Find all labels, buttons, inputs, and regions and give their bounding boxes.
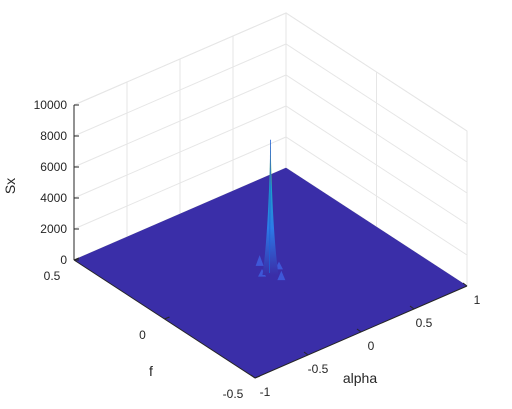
side-lobe bbox=[255, 255, 264, 266]
x-axis-label: alpha bbox=[343, 370, 377, 386]
z-gridline bbox=[73, 12, 468, 132]
alpha-tick-label: 0.5 bbox=[416, 316, 433, 330]
surface-layer bbox=[73, 139, 468, 379]
z-tick-label: 0 bbox=[60, 253, 67, 267]
alpha-tick bbox=[250, 374, 256, 379]
z-tick-label: 4000 bbox=[40, 191, 67, 205]
alpha-tick bbox=[303, 351, 309, 356]
y-axis-label: f bbox=[149, 363, 153, 379]
alpha-tick bbox=[356, 328, 362, 333]
peak-spike bbox=[262, 139, 279, 275]
f-tick-label: 0.5 bbox=[44, 269, 61, 283]
f-tick-label: 0 bbox=[139, 328, 146, 342]
z-tick-label: 10000 bbox=[34, 98, 68, 112]
f-tick bbox=[254, 375, 261, 379]
z-tick-label: 2000 bbox=[40, 222, 67, 236]
alpha-tick-label: 0 bbox=[368, 339, 375, 353]
z-tick-label: 8000 bbox=[40, 129, 67, 143]
tick-layer: 0 2000 4000 6000 8000 10000 -0.5 0 0.5 -1 -0.5 0 0.5… bbox=[34, 98, 481, 401]
f-tick bbox=[164, 316, 170, 320]
z-axis-label: Sx bbox=[2, 178, 18, 194]
alpha-tick-label: 1 bbox=[474, 293, 481, 307]
side-lobe bbox=[277, 270, 286, 281]
alpha-tick-label: -1 bbox=[260, 385, 271, 399]
alpha-tick-label: -0.5 bbox=[308, 362, 329, 376]
f-tick-label: -0.5 bbox=[223, 387, 244, 401]
z-tick-label: 6000 bbox=[40, 160, 67, 174]
alpha-tick bbox=[409, 305, 415, 310]
f-tick bbox=[73, 257, 80, 261]
peak-ridge bbox=[269, 139, 271, 274]
alpha-tick bbox=[462, 282, 468, 287]
